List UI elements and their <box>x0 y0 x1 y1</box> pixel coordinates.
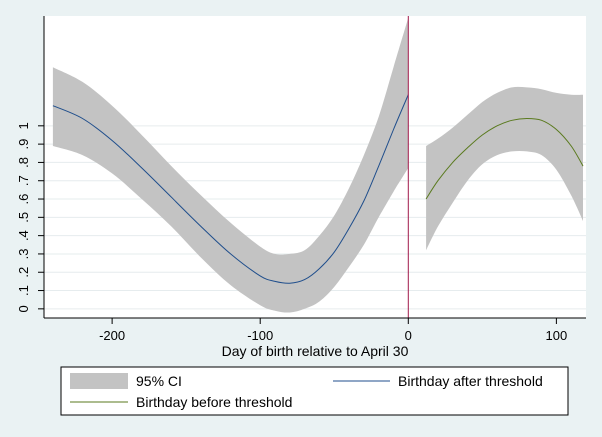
axes <box>43 16 586 319</box>
y-tick-label: .5 <box>16 212 31 223</box>
x-tick-label: 100 <box>546 328 568 343</box>
x-tick-label: 0 <box>405 328 412 343</box>
series-line <box>52 94 409 284</box>
series-lines <box>52 94 584 284</box>
legend-ci-swatch <box>70 373 128 389</box>
legend: 95% CI Birthday after threshold Birthday… <box>60 366 569 416</box>
y-tick-label: .8 <box>16 157 31 168</box>
x-tick-label: -100 <box>247 328 273 343</box>
y-tick-label: 1 <box>16 122 31 129</box>
legend-after-label: Birthday after threshold <box>398 373 543 389</box>
y-tick-label: .3 <box>16 249 31 260</box>
y-tick-label: .1 <box>16 285 31 296</box>
y-tick-label: 0 <box>16 305 31 312</box>
ci-band <box>426 86 583 251</box>
confidence-bands <box>52 17 583 313</box>
x-ticks: -200 -100 0 100 <box>99 318 567 343</box>
x-tick-label: -200 <box>99 328 125 343</box>
legend-before-label: Birthday before threshold <box>136 394 292 410</box>
legend-ci-label: 95% CI <box>136 373 182 389</box>
y-tick-label: .4 <box>16 230 31 241</box>
y-tick-label: .2 <box>16 267 31 278</box>
y-tick-label: .6 <box>16 194 31 205</box>
legend-box <box>60 366 569 416</box>
y-ticks: 0 .1 .2 .3 .4 .5 .6 .7 .8 .9 1 <box>16 122 44 312</box>
ci-band <box>52 17 409 313</box>
x-axis-title: Day of birth relative to April 30 <box>222 343 409 359</box>
series-line <box>425 117 584 200</box>
y-tick-label: .9 <box>16 139 31 150</box>
y-tick-label: .7 <box>16 175 31 186</box>
